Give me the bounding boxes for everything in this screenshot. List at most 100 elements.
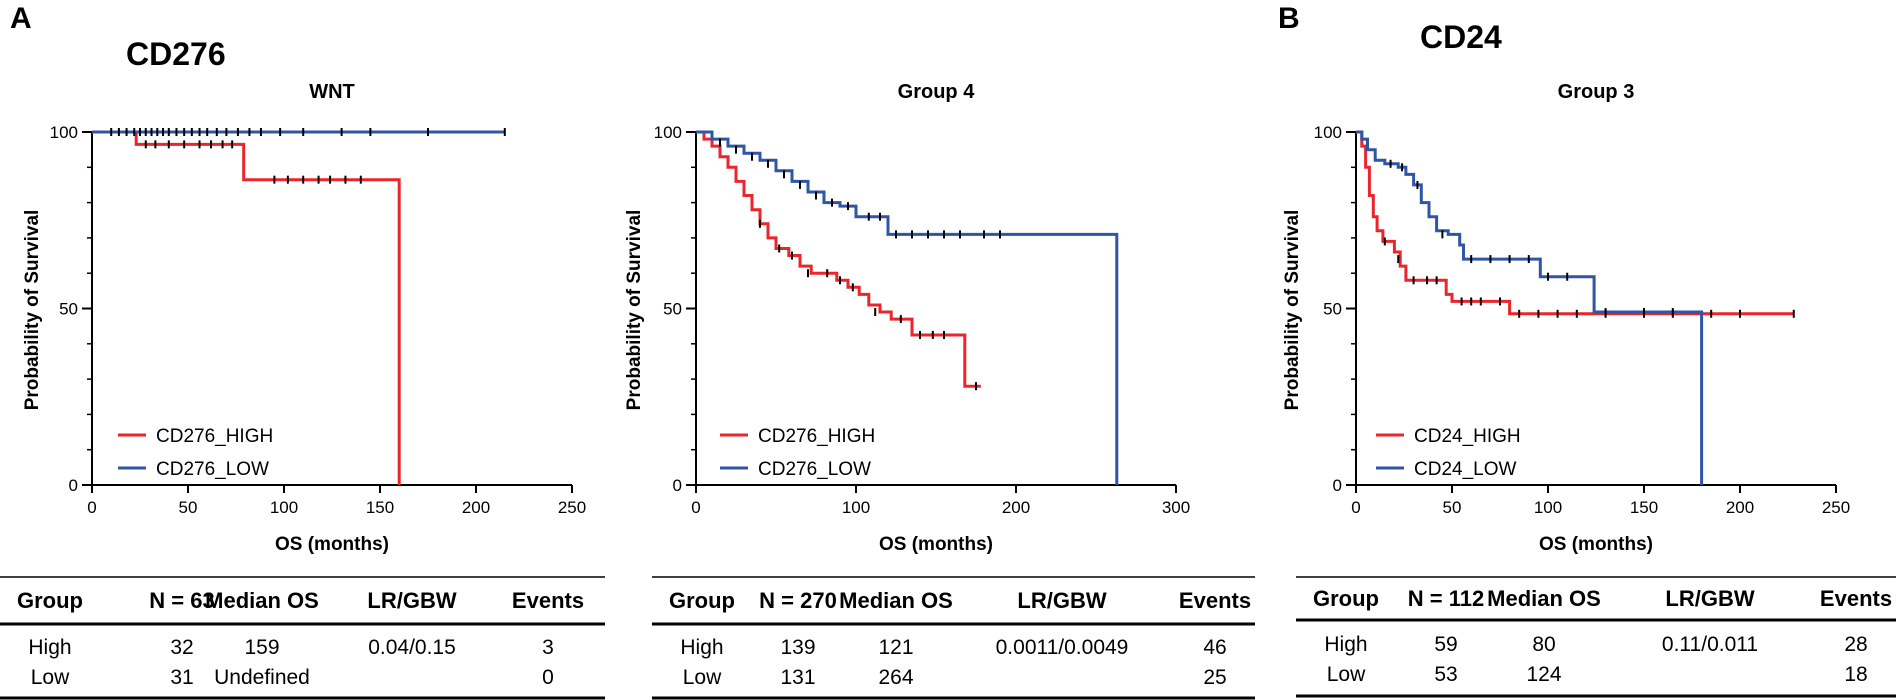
chart-3: Group 3 0 50 100 0 50 100 150 200 250 OS (months) P… xyxy=(1282,81,1850,555)
table-header-cell: Events xyxy=(1820,586,1892,611)
table-cell: 25 xyxy=(1203,666,1226,689)
table-header-cell: Median OS xyxy=(1487,586,1601,611)
y-tick-label: 0 xyxy=(673,476,682,495)
table-header-cell: LR/GBW xyxy=(1017,588,1106,613)
gene-title-cd276: CD276 xyxy=(126,36,226,72)
y-axis-label: Probability of Survival xyxy=(1282,210,1303,411)
table-cell: High xyxy=(1324,633,1367,656)
panel-letter-a: A xyxy=(10,2,32,35)
x-axis-label: OS (months) xyxy=(1539,534,1653,555)
table-cell: 0 xyxy=(542,666,554,689)
x-tick-label: 0 xyxy=(1351,498,1360,517)
survival-step-line xyxy=(696,130,981,388)
x-tick-label: 100 xyxy=(1534,498,1562,517)
table-header-cell: Group xyxy=(669,588,735,613)
table-header-cell: Events xyxy=(512,588,584,613)
y-tick-label: 50 xyxy=(663,300,682,319)
y-tick-label: 50 xyxy=(1323,300,1342,319)
y-tick-label: 0 xyxy=(69,476,78,495)
x-tick-label: 200 xyxy=(1002,498,1030,517)
x-tick-label: 250 xyxy=(558,498,586,517)
x-axis-label: OS (months) xyxy=(879,534,993,555)
legend-label: CD276_HIGH xyxy=(758,426,875,447)
series-cd276-low xyxy=(696,130,1119,485)
chart-subtitle: Group 4 xyxy=(898,81,976,103)
x-tick-label: 250 xyxy=(1822,498,1850,517)
table-cell: High xyxy=(28,636,71,659)
chart-2: Group 4 0 50 100 0 100 200 300 OS (months) Probab… xyxy=(624,81,1190,555)
chart-1: WNT 0 50 100 0 50 100 150 200 250 OS (months) Proba… xyxy=(22,81,586,555)
legend-label: CD276_LOW xyxy=(758,459,871,480)
x-tick-label: 150 xyxy=(1630,498,1658,517)
x-tick-label: 300 xyxy=(1162,498,1190,517)
x-tick-label: 50 xyxy=(1443,498,1462,517)
legend-label: CD24_HIGH xyxy=(1414,426,1521,447)
y-tick-label: 0 xyxy=(1333,476,1342,495)
y-tick-label: 100 xyxy=(50,123,78,142)
table-cell: 139 xyxy=(780,636,815,659)
x-tick-label: 50 xyxy=(179,498,198,517)
table-header-cell: Group xyxy=(1313,586,1379,611)
table-header-cell: LR/GBW xyxy=(367,588,456,613)
table-cell: 80 xyxy=(1532,633,1555,656)
survival-step-line xyxy=(1356,130,1794,316)
legend-label: CD276_LOW xyxy=(156,459,269,480)
table-cell: 3 xyxy=(542,636,554,659)
table-header-cell: N = 270 xyxy=(759,588,837,613)
table-cell: 0.0011/0.0049 xyxy=(996,636,1129,659)
x-tick-label: 200 xyxy=(462,498,490,517)
table-cell: 159 xyxy=(244,636,279,659)
series-cd24-low xyxy=(1356,130,1704,485)
x-tick-label: 100 xyxy=(270,498,298,517)
table-cell: 124 xyxy=(1526,663,1561,686)
x-tick-label: 100 xyxy=(842,498,870,517)
table-cell: 31 xyxy=(170,666,193,689)
table-cell: 131 xyxy=(780,666,815,689)
summary-table-2: Group N = 270 Median OS LR/GBW Events High 139… xyxy=(652,576,1255,700)
table-cell: Low xyxy=(683,666,722,689)
table-cell: Low xyxy=(1327,663,1366,686)
chart-subtitle: Group 3 xyxy=(1558,81,1635,103)
legend-label: CD276_HIGH xyxy=(156,426,273,447)
series-cd24-high xyxy=(1356,130,1795,318)
table-cell: 53 xyxy=(1434,663,1457,686)
panel-letter-b: B xyxy=(1278,2,1300,35)
legend-label: CD24_LOW xyxy=(1414,459,1516,480)
table-header-cell: Median OS xyxy=(205,588,319,613)
y-axis-label: Probability of Survival xyxy=(624,210,645,411)
table-cell: 46 xyxy=(1203,636,1226,659)
table-cell: 264 xyxy=(878,666,913,689)
gene-title-cd24: CD24 xyxy=(1420,19,1502,55)
x-tick-label: 0 xyxy=(87,498,96,517)
table-cell: 0.11/0.011 xyxy=(1662,633,1758,656)
table-header-cell: Group xyxy=(17,588,83,613)
table-cell: 28 xyxy=(1844,633,1867,656)
table-cell: Low xyxy=(31,666,70,689)
chart-subtitle: WNT xyxy=(309,81,355,103)
table-cell: 59 xyxy=(1434,633,1457,656)
table-header-cell: LR/GBW xyxy=(1665,586,1754,611)
x-tick-label: 150 xyxy=(366,498,394,517)
y-tick-label: 100 xyxy=(1314,123,1342,142)
survival-charts: WNT 0 50 100 0 50 100 150 200 250 OS (months) Proba… xyxy=(22,81,1850,555)
table-cell: 121 xyxy=(878,636,913,659)
y-axis-label: Probability of Survival xyxy=(22,210,43,411)
table-cell: 32 xyxy=(170,636,193,659)
survival-step-line xyxy=(1356,130,1704,485)
y-tick-label: 50 xyxy=(59,300,78,319)
table-header-cell: Median OS xyxy=(839,588,953,613)
table-header-cell: N = 63 xyxy=(149,588,214,613)
y-tick-label: 100 xyxy=(654,123,682,142)
series-cd276-low xyxy=(92,128,506,136)
survival-step-line xyxy=(696,130,1119,485)
table-header-cell: N = 112 xyxy=(1408,586,1484,611)
x-tick-label: 0 xyxy=(691,498,700,517)
x-tick-label: 200 xyxy=(1726,498,1754,517)
table-header-cell: Events xyxy=(1179,588,1251,613)
table-cell: 0.04/0.15 xyxy=(368,636,456,659)
table-cell: 18 xyxy=(1844,663,1867,686)
table-cell: High xyxy=(680,636,723,659)
